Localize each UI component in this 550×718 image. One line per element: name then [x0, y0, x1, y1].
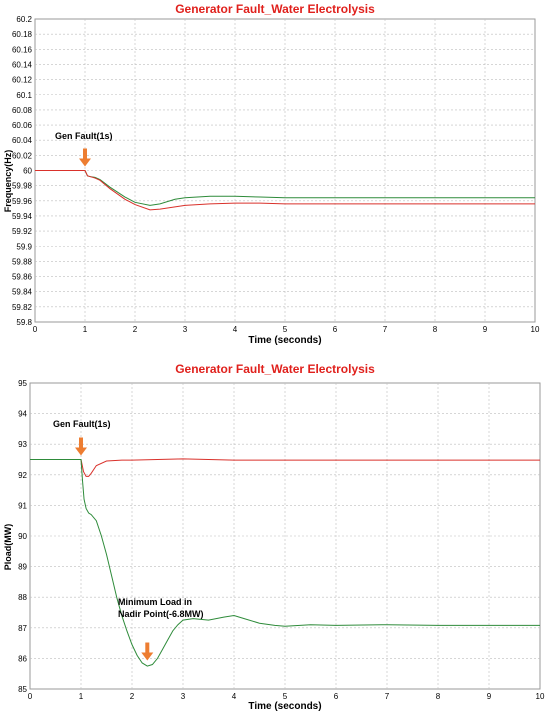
y-tick-label: 60.16 [12, 45, 33, 54]
y-tick-label: 60.08 [12, 106, 33, 115]
y-tick-label: 59.88 [12, 257, 33, 266]
frequency-chart: Generator Fault_Water Electrolysis 60.2 6… [0, 0, 550, 350]
y-tick-label: 86 [18, 654, 27, 663]
x-tick-label: 9 [487, 692, 492, 701]
y-tick-label: 59.96 [12, 197, 33, 206]
y-tick-label: 60.1 [16, 91, 32, 100]
x-axis-label: Time (seconds) [248, 335, 322, 346]
annotation-gen-fault: Gen Fault(1s) [55, 131, 113, 141]
y-tick-label: 59.8 [16, 318, 32, 327]
y-tick-label: 60.06 [12, 121, 33, 130]
y-axis-label: Pload(MW) [3, 523, 13, 571]
y-tick-label: 60.2 [16, 15, 32, 24]
series-line-2 [30, 459, 540, 667]
chart-title: Generator Fault_Water Electrolysis [175, 2, 375, 16]
x-axis-label: Time (seconds) [248, 701, 322, 712]
x-tick-label: 3 [181, 692, 186, 701]
y-tick-label: 59.84 [12, 288, 33, 297]
y-tick-label: 60 [23, 167, 32, 176]
series-line-2 [35, 170, 535, 211]
x-tick-label: 8 [436, 692, 441, 701]
y-tick-label: 60.12 [12, 76, 33, 85]
x-tick-label: 7 [385, 692, 390, 701]
x-tick-label: 5 [283, 325, 288, 334]
x-tick-label: 5 [283, 692, 288, 701]
x-tick-label: 10 [536, 692, 545, 701]
y-tick-label: 59.98 [12, 182, 33, 191]
annotation-nadir-point: Minimum Load in Nadir Point(-6.8MW) [118, 597, 204, 619]
x-tick-label: 10 [531, 325, 540, 334]
x-tick-label: 2 [133, 325, 138, 334]
y-tick-label: 95 [18, 379, 27, 388]
x-tick-label: 6 [334, 692, 339, 701]
frequency-plot-area: 60.260.1860.1660.1460.1260.160.0860.0660… [12, 15, 540, 334]
x-tick-label: 6 [333, 325, 338, 334]
x-tick-label: 1 [79, 692, 84, 701]
y-tick-label: 59.82 [12, 303, 33, 312]
y-tick-label: 87 [18, 624, 27, 633]
y-tick-label: 85 [18, 685, 27, 694]
x-tick-label: 3 [183, 325, 188, 334]
annotation-gen-fault: Gen Fault(1s) [53, 419, 111, 429]
x-tick-label: 7 [383, 325, 388, 334]
y-tick-label: 91 [18, 501, 27, 510]
x-tick-label: 1 [83, 325, 88, 334]
y-tick-label: 92 [18, 471, 27, 480]
y-tick-label: 93 [18, 440, 27, 449]
x-tick-label: 8 [433, 325, 438, 334]
annotation-arrow-icon [79, 148, 91, 167]
y-tick-label: 60.02 [12, 151, 33, 160]
y-tick-label: 94 [18, 410, 27, 419]
annotation-arrow-icon [75, 437, 87, 456]
x-tick-label: 0 [28, 692, 33, 701]
y-tick-label: 59.9 [16, 242, 32, 251]
y-tick-label: 60.18 [12, 30, 33, 39]
series-line-1 [30, 458, 540, 477]
y-tick-label: 89 [18, 563, 27, 572]
x-tick-label: 9 [483, 325, 488, 334]
x-tick-label: 2 [130, 692, 135, 701]
chart-title: Generator Fault_Water Electrolysis [175, 362, 375, 376]
annotation-arrow-icon [141, 642, 154, 661]
y-tick-label: 59.92 [12, 227, 33, 236]
y-tick-label: 59.94 [12, 212, 33, 221]
y-tick-label: 88 [18, 593, 27, 602]
y-tick-label: 59.86 [12, 273, 33, 282]
y-axis-label: Frequency(Hz) [3, 149, 13, 213]
pload-chart: Generator Fault_Water Electrolysis 95 94 9… [0, 360, 550, 718]
x-tick-label: 0 [33, 325, 38, 334]
y-tick-label: 90 [18, 532, 27, 541]
y-tick-label: 60.14 [12, 60, 33, 69]
y-tick-label: 60.04 [12, 136, 33, 145]
x-tick-label: 4 [233, 325, 238, 334]
x-tick-label: 4 [232, 692, 237, 701]
